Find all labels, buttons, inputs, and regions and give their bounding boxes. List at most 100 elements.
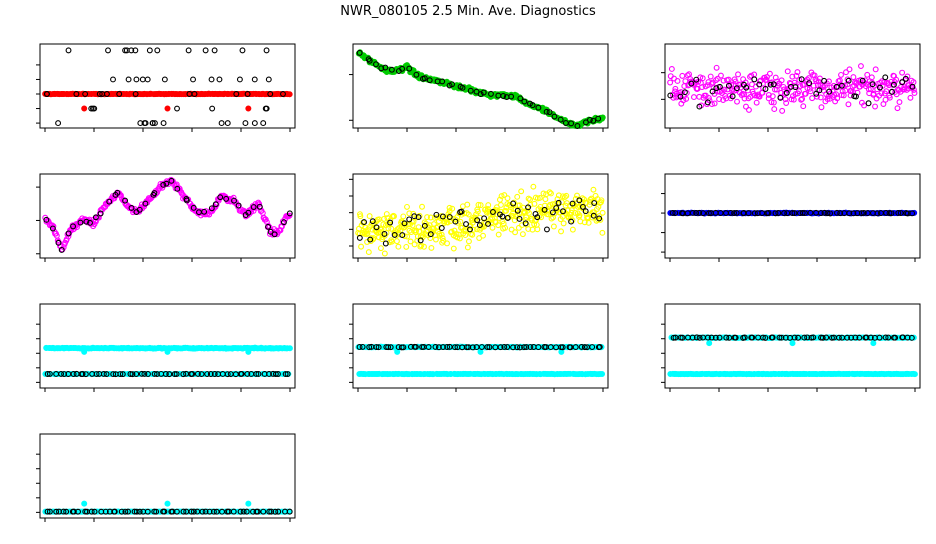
data-point [210,508,217,515]
data-point [81,105,88,112]
data-point [211,47,218,54]
data-point [253,371,260,377]
data-point [266,508,273,515]
data-point [560,208,566,215]
data-point [864,71,871,78]
data-point [168,177,175,184]
data-point [49,225,56,232]
data-point [439,235,446,242]
data-point [816,87,823,94]
data-point [798,96,805,103]
data-point [845,101,852,108]
data-point [558,228,564,235]
data-point [286,212,293,219]
data-point [713,64,720,71]
data-point [286,210,293,217]
data-point [224,371,231,378]
data-point [789,340,796,347]
data-point [444,240,450,247]
data-point [882,74,889,81]
data-point [714,75,721,82]
data-point [477,91,484,98]
data-point [450,245,457,252]
data-point [435,344,442,351]
data-point [114,189,121,196]
data-point [696,103,703,110]
data-point [889,88,895,95]
data-point [534,214,541,221]
data-series-line-flow-dips [81,348,252,355]
data-point [762,86,769,92]
data-point [504,214,511,221]
data-point [110,371,117,378]
data-point [122,197,129,204]
data-point [213,508,220,515]
data-point [734,98,740,105]
data-point [387,344,394,351]
data-point [245,500,252,507]
data-point [674,77,681,84]
data-point [103,371,110,378]
data-series-reference [44,508,293,515]
data-point [404,203,410,210]
data-point [142,200,149,207]
data-point [486,344,493,351]
data-point [543,226,550,233]
data-point [230,508,237,515]
data-point [394,226,401,233]
data-point [388,66,395,73]
data-point [821,77,828,84]
data-point [568,209,575,216]
data-series-reference [667,74,916,110]
data-point [237,508,244,515]
data-point [274,371,281,377]
data-point [439,78,446,85]
data-point [788,96,795,103]
data-point [251,76,258,83]
data-point [817,210,824,216]
data-point [836,77,843,84]
data-point [202,508,209,515]
data-point [753,99,760,106]
data-point [183,197,190,204]
data-point [824,210,831,217]
data-point [721,86,728,93]
data-point [136,508,143,515]
data-point [872,103,878,110]
data-point [696,334,703,341]
data-point [498,193,505,200]
data-point [510,344,517,351]
data-point [391,213,397,220]
plot-frame [39,433,296,519]
data-point [444,344,451,350]
data-point [756,81,763,88]
data-point [683,95,690,102]
data-point [415,214,422,221]
data-point [190,76,196,83]
data-point [590,212,597,219]
data-point [707,73,714,80]
data-point [515,224,522,231]
data-point [800,103,807,110]
data-point [727,209,734,216]
data-point [909,210,916,217]
data-point [892,334,899,341]
data-point [490,209,496,215]
data-point [811,72,818,79]
data-point [807,209,814,216]
data-point [366,344,373,351]
data-point [713,85,720,92]
data-point [60,508,67,515]
data-point [105,47,111,54]
data-point [356,344,363,350]
data-point [275,508,282,515]
data-point [63,508,70,515]
data-point [569,226,576,233]
data-point [751,210,758,217]
data-point [146,47,153,54]
data-point [381,250,388,257]
data-point [526,210,532,216]
data-point [705,210,712,217]
data-point [749,334,756,341]
